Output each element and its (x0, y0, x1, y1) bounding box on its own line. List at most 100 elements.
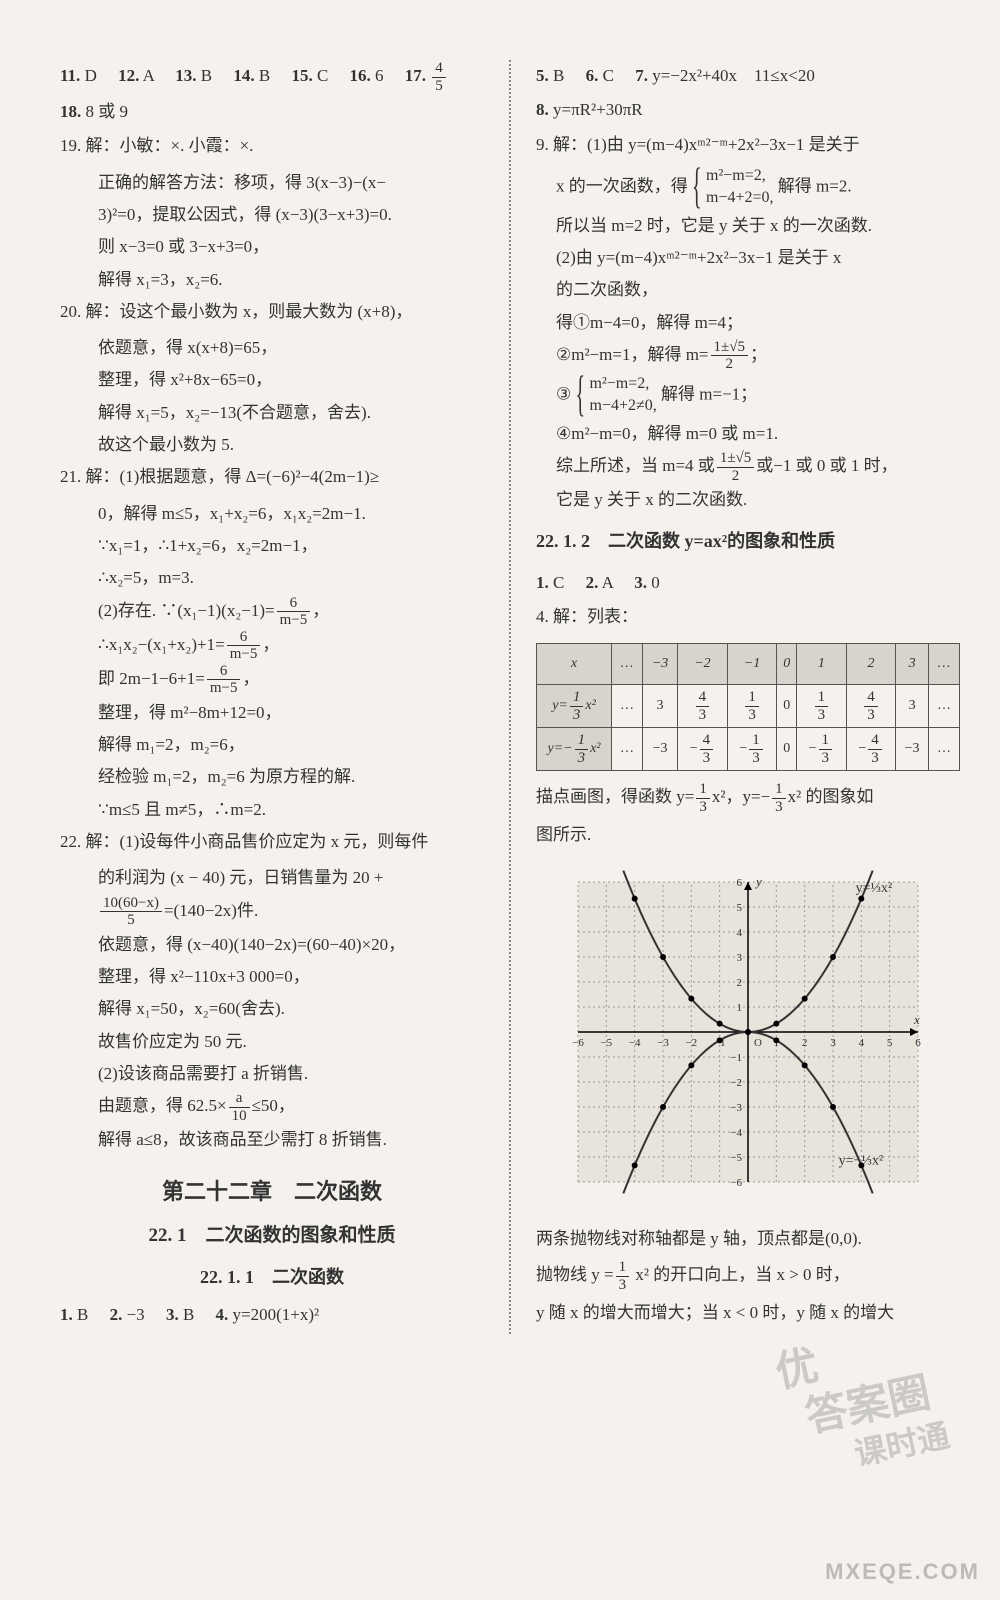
ans-18: 18. 8 或 9 (60, 96, 484, 128)
tail-3: y 随 x 的增大而增大；当 x < 0 时，y 随 x 的增大 (536, 1297, 960, 1329)
svg-text:−5: −5 (600, 1037, 612, 1049)
sol-22c: 依题意，得 (x−40)(140−2x)=(60−40)×20， (60, 929, 484, 961)
after-table-1: 描点画图，得函数 y=13x²，y=−13x² 的图象如 (536, 781, 960, 815)
sol-9g: ③ m²−m=2,m−4+2≠0, 解得 m=−1； (536, 373, 960, 418)
table-header: x…−3−2−10123… (537, 644, 960, 685)
tail-2: 抛物线 y =13 x² 的开口向上，当 x > 0 时， (536, 1259, 960, 1293)
svg-text:6: 6 (915, 1037, 921, 1049)
svg-text:6: 6 (737, 877, 743, 889)
sol-9i: 综上所述，当 m=4 或1±√52或−1 或 0 或 1 时， (536, 450, 960, 484)
sol-22b: 10(60−x)5=(140−2x)件. (60, 895, 484, 929)
right-row2: 1. C 2. A 3. 0 (536, 567, 960, 599)
sol-22i: 解得 a≤8，故该商品至少需打 8 折销售. (60, 1124, 484, 1156)
ans-17: 45 (432, 60, 446, 94)
svg-text:y: y (754, 874, 762, 889)
sol-22: 22. 解：(1)设每件小商品售价应定为 x 元，则每件 (60, 826, 484, 858)
ans-13: B (201, 66, 212, 85)
ans-16: 6 (375, 66, 384, 85)
right-answers-1: 5. B 6. C 7. y=−2x²+40x 11≤x<20 (536, 60, 960, 92)
sol-21e: ∴x₁x₂−(x₁+x₂)+1=6m−5， (60, 629, 484, 663)
svg-text:1: 1 (737, 1002, 743, 1014)
sol-20b: 整理，得 x²+8x−65=0， (60, 364, 484, 396)
parabola-graph: −6−5−4−3−2−1123456−6−5−4−3−2−1123456Oxyy… (536, 862, 960, 1213)
sol-19c: 则 x−3=0 或 3−x+3=0， (60, 231, 484, 263)
sol-22h: 由题意，得 62.5×a10≤50， (60, 1090, 484, 1124)
svg-text:x: x (913, 1012, 920, 1027)
svg-text:5: 5 (887, 1037, 893, 1049)
value-table: x…−3−2−10123… y=13x²…34313013433… y=−13x… (536, 643, 960, 771)
footer-watermark: MXEQE.COM (825, 1559, 980, 1585)
sol-21g: 整理，得 m²−8m+12=0， (60, 697, 484, 729)
sol-22g: (2)设该商品需要打 a 折销售. (60, 1058, 484, 1090)
sol-9a: x 的一次函数，得 m²−m=2,m−4+2=0, 解得 m=2. (536, 165, 960, 210)
sol-21d: (2)存在. ∵(x₁−1)(x₂−1)=6m−5， (60, 595, 484, 629)
column-divider (509, 60, 511, 1334)
svg-text:−6: −6 (730, 1177, 742, 1189)
svg-text:−2: −2 (730, 1077, 742, 1089)
sol-21: 21. 解：(1)根据题意，得 Δ=(−6)²−4(2m−1)≥ (60, 461, 484, 493)
sol-9f: ②m²−m=1，解得 m=1±√52； (536, 339, 960, 373)
sol-22e: 解得 x₁=50，x₂=60(舍去). (60, 993, 484, 1025)
svg-text:−4: −4 (730, 1127, 742, 1139)
svg-text:−3: −3 (730, 1102, 742, 1114)
sol-19a: 正确的解答方法：移项，得 3(x−3)−(x− (60, 167, 484, 199)
sol-20d: 故这个最小数为 5. (60, 429, 484, 461)
svg-text:O: O (754, 1037, 762, 1049)
bottom-answers: 1. B 2. −3 3. B 4. y=200(1+x)² (60, 1299, 484, 1331)
svg-text:4: 4 (859, 1037, 865, 1049)
svg-text:2: 2 (802, 1037, 808, 1049)
sol-20a: 依题意，得 x(x+8)=65， (60, 332, 484, 364)
sol-22f: 故售价应定为 50 元. (60, 1026, 484, 1058)
ans-11: D (85, 66, 97, 85)
chapter-title: 第二十二章 二次函数 (60, 1171, 484, 1213)
sol-21b: ∵x₁=1，∴1+x₂=6，x₂=2m−1， (60, 530, 484, 562)
sol-9j: 它是 y 关于 x 的二次函数. (536, 484, 960, 516)
sol-19d: 解得 x₁=3，x₂=6. (60, 264, 484, 296)
subsection2-title: 22. 1. 2 二次函数 y=ax²的图象和性质 (536, 524, 960, 558)
sol-21j: ∵m≤5 且 m≠5，∴m=2. (60, 794, 484, 826)
ans-8: 8. y=πR²+30πR (536, 94, 960, 126)
table-row-2: y=−13x²…−3−43−130−13−43−3… (537, 728, 960, 771)
svg-text:−1: −1 (730, 1052, 742, 1064)
tail-1: 两条抛物线对称轴都是 y 轴，顶点都是(0,0). (536, 1223, 960, 1255)
sol-9: 9. 解：(1)由 y=(m−4)xᵐ²⁻ᵐ+2x²−3x−1 是关于 (536, 129, 960, 161)
after-table-2: 图所示. (536, 819, 960, 851)
sol-19: 19. 解：小敏：×. 小霞：×. (60, 130, 484, 162)
sol-21f: 即 2m−1−6+1=6m−5， (60, 663, 484, 697)
sol-21i: 经检验 m₁=2，m₂=6 为原方程的解. (60, 761, 484, 793)
sol-9e: 得①m−4=0，解得 m=4； (536, 307, 960, 339)
svg-text:4: 4 (737, 927, 743, 939)
sol-19b: 3)²=0，提取公因式，得 (x−3)(3−x+3)=0. (60, 199, 484, 231)
sol-21h: 解得 m₁=2，m₂=6， (60, 729, 484, 761)
subsection-title: 22. 1. 1 二次函数 (60, 1260, 484, 1294)
ans-14: B (259, 66, 270, 85)
sol-9c: (2)由 y=(m−4)xᵐ²⁻ᵐ+2x²−3x−1 是关于 x (536, 242, 960, 274)
svg-text:−5: −5 (730, 1152, 742, 1164)
svg-text:3: 3 (737, 952, 743, 964)
sol-22a: 的利润为 (x − 40) 元，日销售量为 20 + (60, 862, 484, 894)
sol-9h: ④m²−m=0，解得 m=0 或 m=1. (536, 418, 960, 450)
right-column: 5. B 6. C 7. y=−2x²+40x 11≤x<20 8. y=πR²… (536, 60, 960, 1334)
sol-22d: 整理，得 x²−110x+3 000=0， (60, 961, 484, 993)
sol-21c: ∴x₂=5，m=3. (60, 562, 484, 594)
sol-4: 4. 解：列表： (536, 601, 960, 633)
sol-21a: 0，解得 m≤5，x₁+x₂=6，x₁x₂=2m−1. (60, 498, 484, 530)
section-title: 22. 1 二次函数的图象和性质 (60, 1218, 484, 1254)
sol-20: 20. 解：设这个最小数为 x，则最大数为 (x+8)， (60, 296, 484, 328)
svg-text:−6: −6 (572, 1037, 584, 1049)
table-row-1: y=13x²…34313013433… (537, 685, 960, 728)
answers-row-1: 11. D 12. A 13. B 14. B 15. C 16. 6 17. … (60, 60, 484, 94)
svg-text:−4: −4 (629, 1037, 641, 1049)
ans-15: C (317, 66, 328, 85)
svg-text:y=−⅓x²: y=−⅓x² (839, 1153, 884, 1168)
sol-20c: 解得 x₁=5，x₂=−13(不合题意，舍去). (60, 397, 484, 429)
svg-text:y=⅓x²: y=⅓x² (856, 881, 893, 896)
sol-9b: 所以当 m=2 时，它是 y 关于 x 的一次函数. (536, 210, 960, 242)
svg-text:2: 2 (737, 977, 743, 989)
svg-text:3: 3 (830, 1037, 836, 1049)
ans-12: A (143, 66, 154, 85)
svg-text:5: 5 (737, 902, 743, 914)
left-column: 11. D 12. A 13. B 14. B 15. C 16. 6 17. … (60, 60, 484, 1334)
svg-text:−2: −2 (685, 1037, 697, 1049)
sol-9d: 的二次函数， (536, 274, 960, 306)
